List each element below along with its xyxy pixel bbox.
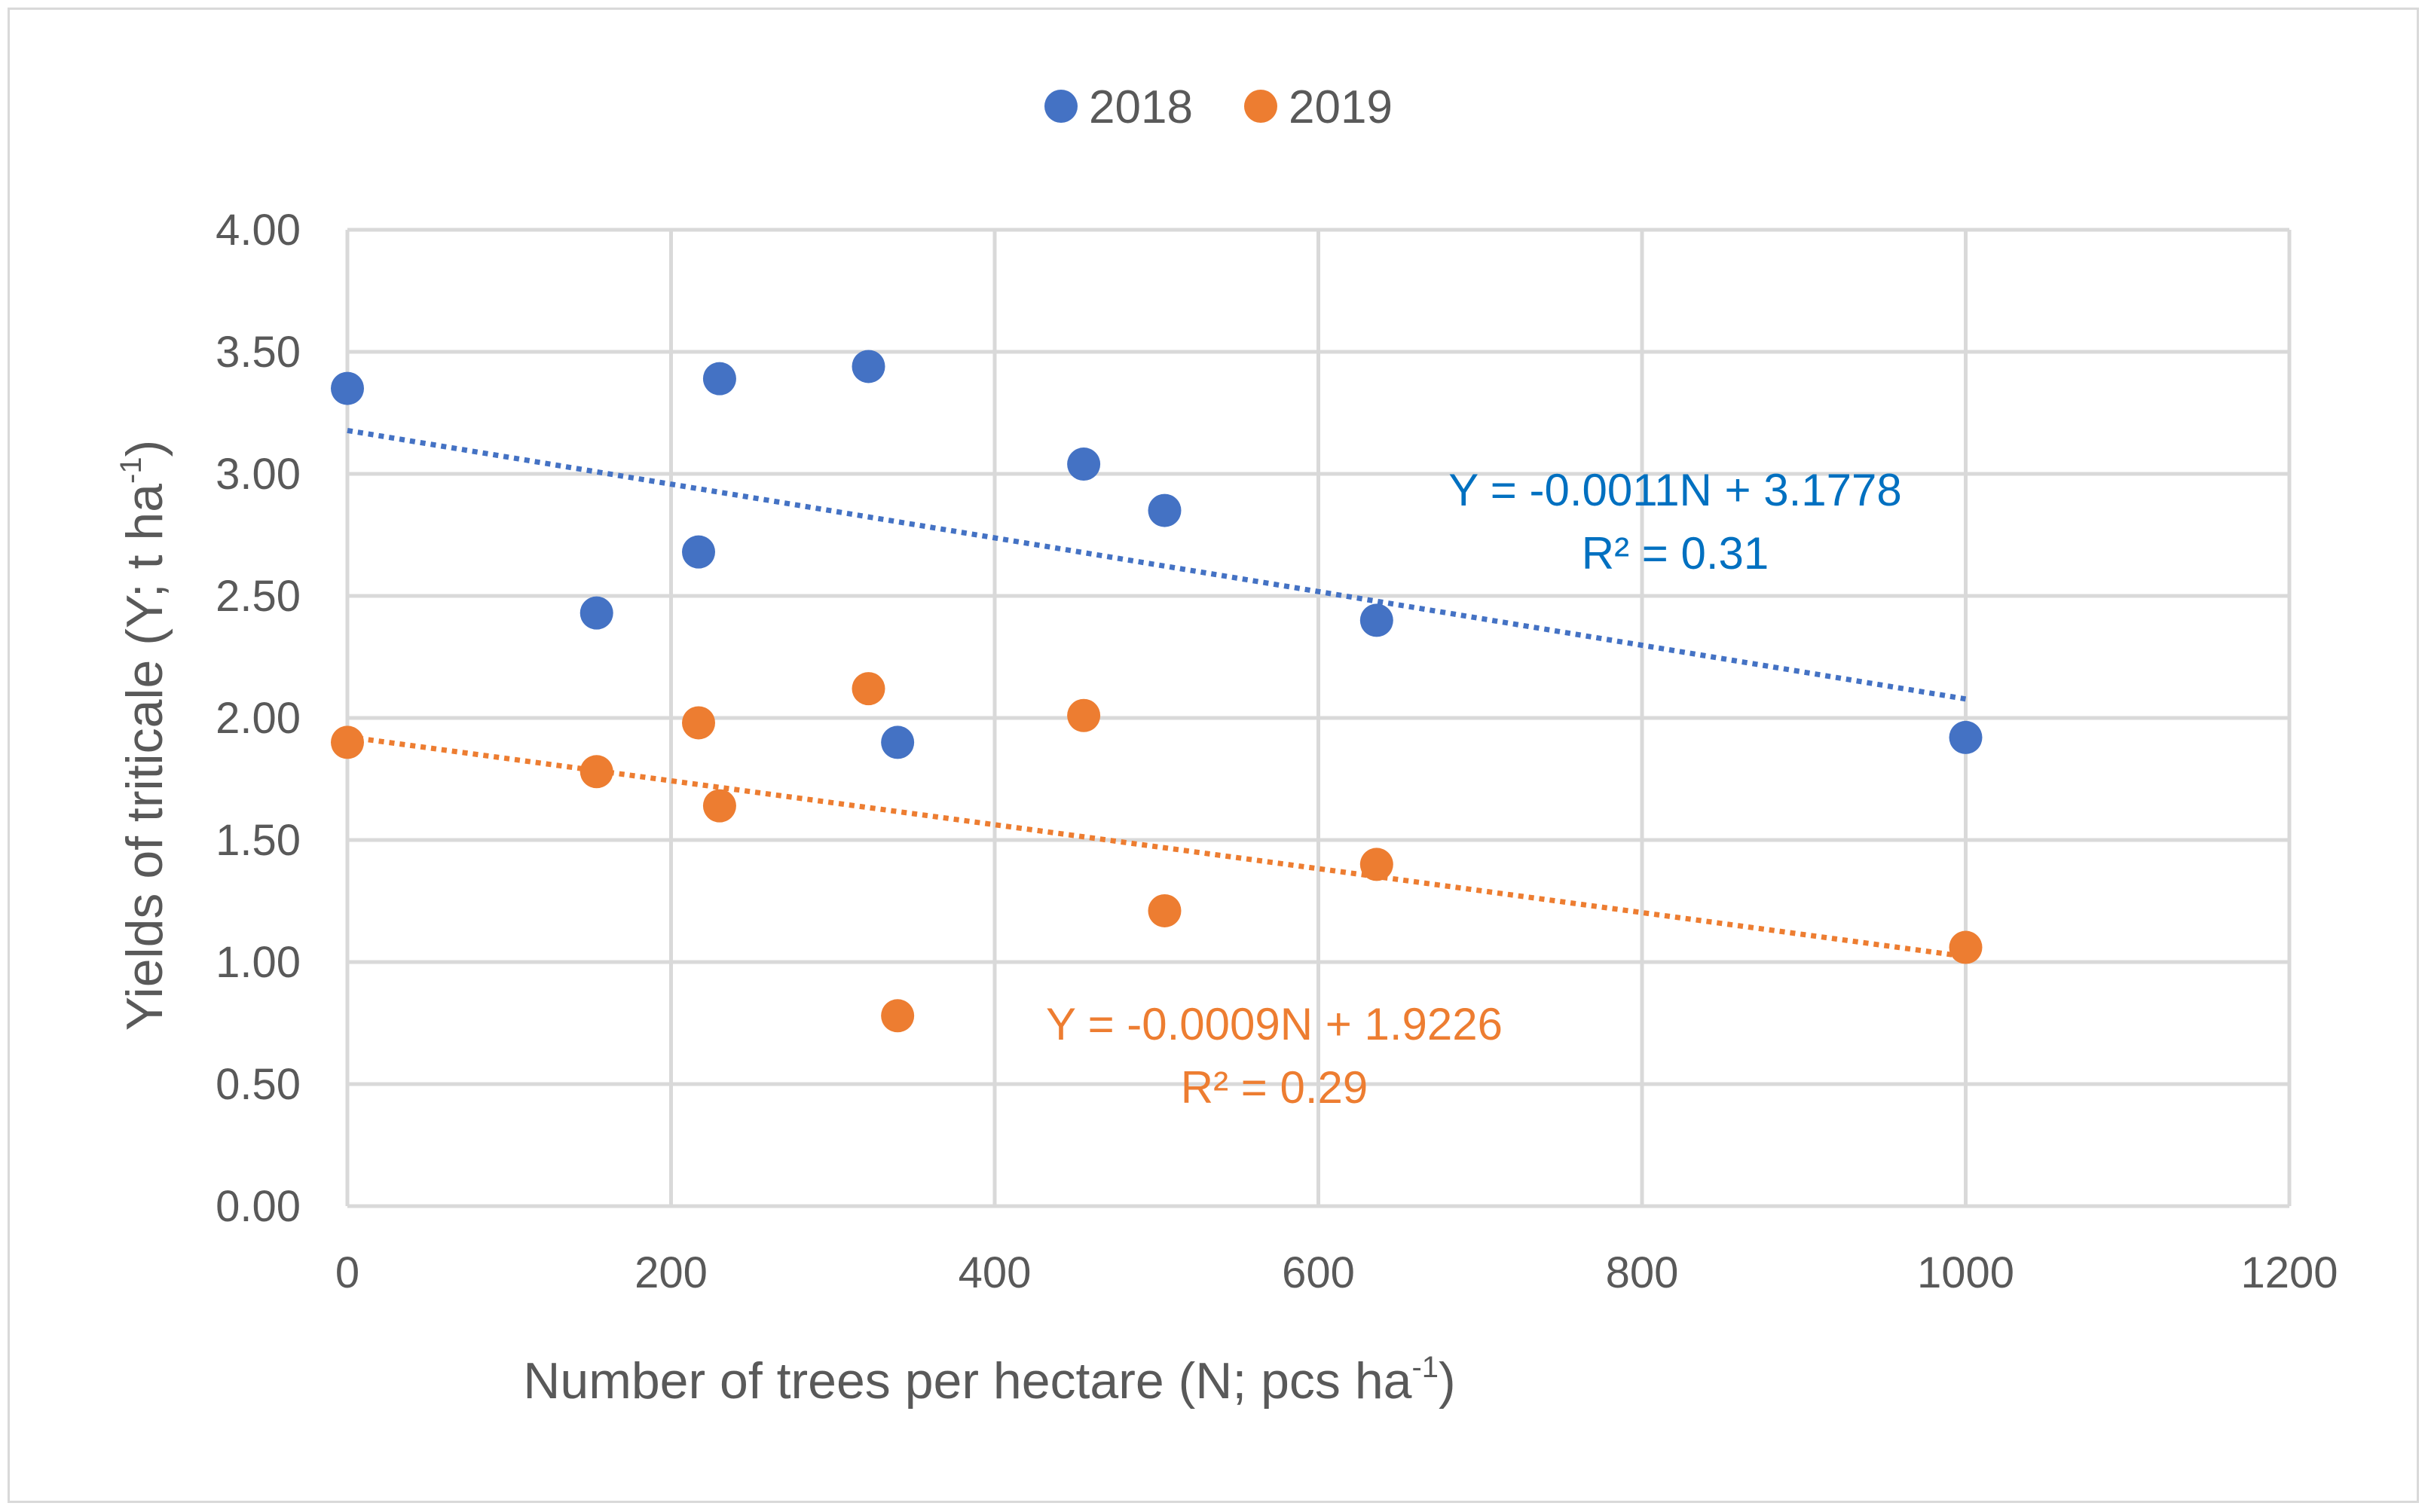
point-2019 — [702, 789, 736, 823]
x-tick-label: 0 — [335, 1248, 359, 1297]
scatter-chart: 0.00 0.50 1.00 1.50 2.00 2.50 3.00 3.50 4.00 0 20… — [115, 81, 2338, 1410]
equation-text-2019: Y = -0.0009N + 1.9226 — [1046, 999, 1503, 1049]
y-tick-label: 4.00 — [216, 206, 301, 255]
point-2019 — [579, 755, 613, 789]
r2-text-2019: R² = 0.29 — [1181, 1062, 1368, 1113]
legend-label-2019: 2019 — [1289, 81, 1393, 133]
y-tick-label: 2.50 — [216, 572, 301, 621]
x-tick-label: 1200 — [2240, 1248, 2338, 1297]
point-2018 — [1067, 447, 1101, 481]
x-tick-labels: 0 200 400 600 800 1000 1200 — [335, 1248, 2338, 1297]
legend-marker-2019 — [1244, 90, 1277, 123]
point-2019 — [881, 999, 915, 1033]
point-2018 — [881, 725, 915, 759]
point-2018 — [331, 371, 364, 405]
point-2019 — [331, 725, 364, 759]
point-2019 — [852, 672, 885, 706]
point-2019 — [1067, 698, 1101, 732]
point-2018 — [1148, 493, 1182, 527]
point-2019 — [1949, 930, 1983, 964]
legend-label-2018: 2018 — [1089, 81, 1193, 133]
point-2018 — [1359, 603, 1393, 637]
legend-marker-2018 — [1044, 90, 1078, 123]
chart-frame: 0.00 0.50 1.00 1.50 2.00 2.50 3.00 3.50 4.00 0 20… — [8, 8, 2419, 1503]
point-2018 — [579, 596, 613, 630]
gridlines — [345, 228, 2292, 1208]
equation-text-2018: Y = -0.0011N + 3.1778 — [1448, 465, 1902, 515]
point-2018 — [682, 535, 716, 569]
legend: 2018 2019 — [1044, 81, 1393, 133]
point-2018 — [702, 362, 736, 396]
data-points — [331, 350, 1983, 1033]
x-axis-title: Number of trees per hectare (N; pcs ha-1… — [523, 1351, 1455, 1410]
point-2018 — [852, 350, 885, 383]
point-2018 — [1949, 720, 1983, 754]
point-2019 — [1359, 848, 1393, 881]
x-tick-label: 800 — [1606, 1248, 1679, 1297]
y-tick-label: 2.00 — [216, 694, 301, 743]
y-tick-label: 3.50 — [216, 328, 301, 377]
y-tick-label: 1.00 — [216, 938, 301, 987]
point-2019 — [682, 706, 716, 740]
y-tick-label: 1.50 — [216, 816, 301, 865]
point-2019 — [1148, 893, 1182, 927]
equation-2018: Y = -0.0011N + 3.1778 R² = 0.31 — [1448, 465, 1902, 579]
trendline-2019 — [347, 734, 1966, 960]
r2-text-2018: R² = 0.31 — [1582, 528, 1769, 579]
y-axis-title: Yields of triticale (Y; t ha-1) — [115, 440, 173, 1031]
x-tick-label: 1000 — [1917, 1248, 2014, 1297]
y-tick-labels: 0.00 0.50 1.00 1.50 2.00 2.50 3.00 3.50 4.00 — [216, 206, 301, 1231]
y-tick-label: 0.50 — [216, 1060, 301, 1109]
trendlines — [347, 427, 1967, 960]
x-tick-label: 400 — [959, 1248, 1032, 1297]
x-tick-label: 600 — [1282, 1248, 1355, 1297]
equation-2019: Y = -0.0009N + 1.9226 R² = 0.29 — [1046, 999, 1503, 1113]
x-tick-label: 200 — [635, 1248, 708, 1297]
y-tick-label: 3.00 — [216, 450, 301, 499]
y-tick-label: 0.00 — [216, 1182, 301, 1231]
